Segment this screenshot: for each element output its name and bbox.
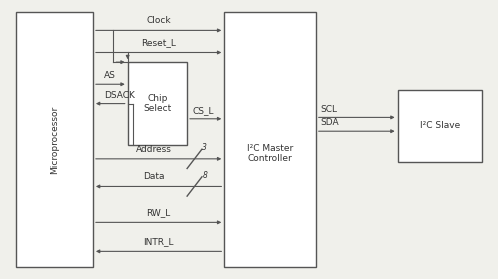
- FancyBboxPatch shape: [224, 13, 316, 266]
- Text: Clock: Clock: [146, 16, 171, 25]
- Text: DSACK: DSACK: [104, 91, 135, 100]
- Text: Data: Data: [143, 172, 164, 181]
- FancyBboxPatch shape: [397, 90, 482, 162]
- Text: I²C Slave: I²C Slave: [419, 121, 460, 130]
- Text: Reset_L: Reset_L: [141, 39, 176, 47]
- Text: Microprocessor: Microprocessor: [50, 105, 59, 174]
- Text: I²C Master
Controller: I²C Master Controller: [247, 144, 293, 163]
- Text: INTR_L: INTR_L: [143, 237, 174, 246]
- Text: 3: 3: [203, 143, 207, 152]
- FancyBboxPatch shape: [16, 13, 93, 266]
- Text: SCL: SCL: [321, 105, 338, 114]
- Text: Address: Address: [136, 145, 172, 154]
- Text: CS_L: CS_L: [192, 106, 214, 115]
- FancyBboxPatch shape: [127, 62, 187, 145]
- Text: AS: AS: [104, 71, 116, 80]
- Text: RW_L: RW_L: [146, 208, 171, 217]
- Text: 8: 8: [203, 170, 207, 180]
- Text: Chip
Select: Chip Select: [143, 94, 171, 113]
- Text: SDA: SDA: [321, 118, 340, 127]
